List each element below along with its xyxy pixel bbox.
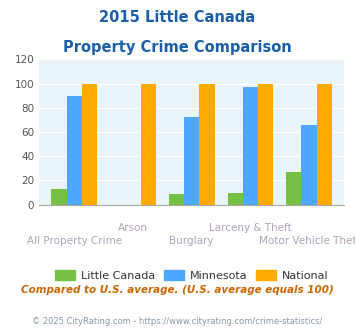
Text: © 2025 CityRating.com - https://www.cityrating.com/crime-statistics/: © 2025 CityRating.com - https://www.city… xyxy=(32,317,323,326)
Bar xyxy=(286,172,301,205)
Bar xyxy=(228,192,243,205)
Text: Arson: Arson xyxy=(118,223,148,233)
Legend: Little Canada, Minnesota, National: Little Canada, Minnesota, National xyxy=(51,265,333,285)
Bar xyxy=(317,83,332,205)
Bar xyxy=(141,83,156,205)
Bar xyxy=(258,83,273,205)
Text: Larceny & Theft: Larceny & Theft xyxy=(209,223,292,233)
Text: All Property Crime: All Property Crime xyxy=(27,236,122,246)
Bar xyxy=(82,83,97,205)
Bar xyxy=(184,117,200,205)
Text: Property Crime Comparison: Property Crime Comparison xyxy=(63,40,292,54)
Bar xyxy=(200,83,214,205)
Text: 2015 Little Canada: 2015 Little Canada xyxy=(99,10,256,25)
Bar xyxy=(51,189,67,205)
Text: Motor Vehicle Theft: Motor Vehicle Theft xyxy=(258,236,355,246)
Bar xyxy=(243,87,258,205)
Bar xyxy=(67,96,82,205)
Bar xyxy=(301,125,317,205)
Text: Compared to U.S. average. (U.S. average equals 100): Compared to U.S. average. (U.S. average … xyxy=(21,285,334,295)
Text: Burglary: Burglary xyxy=(169,236,214,246)
Bar xyxy=(169,194,184,205)
